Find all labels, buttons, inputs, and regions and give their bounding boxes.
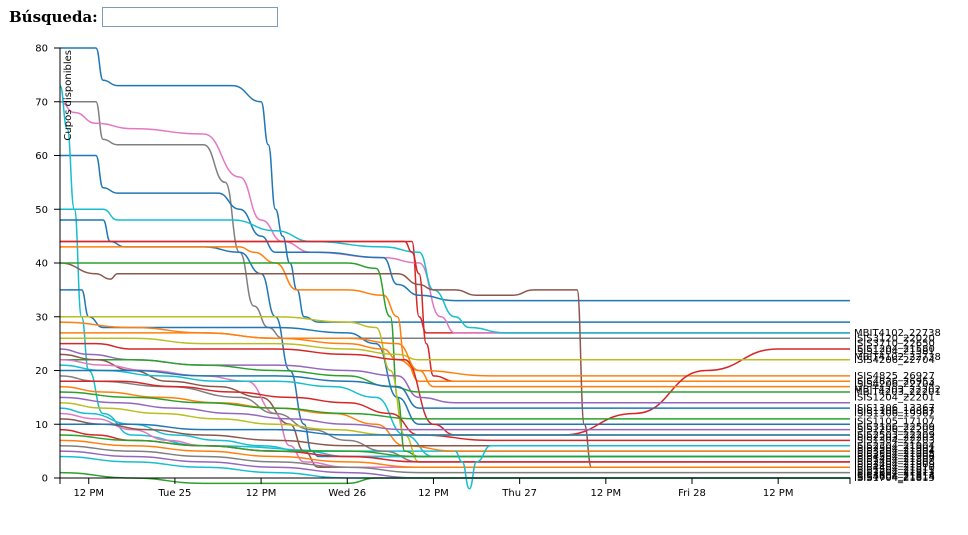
series-end-label: ISIS3120_22020: [854, 333, 935, 344]
series-line-25[interactable]: [59, 391, 850, 420]
series-line-41[interactable]: [60, 332, 850, 388]
series-end-label: ISIS1304_22203: [854, 435, 935, 446]
x-tick-label: Thu 27: [501, 488, 537, 499]
series-end-label: ISIS1204_22201: [854, 392, 935, 403]
series-end-label: ISIS1504_21811: [854, 465, 935, 476]
series-line-23[interactable]: [60, 380, 850, 442]
series-line-0[interactable]: [59, 240, 850, 334]
series-end-label: ISIS2503_22209: [854, 430, 935, 441]
series-line-1[interactable]: [60, 47, 850, 323]
y-axis: 0 10 20 30 40 50 60 70 80: [35, 44, 61, 485]
series-line-15[interactable]: [60, 342, 850, 436]
y-tick-label: 50: [35, 205, 48, 216]
x-tick-label: Tue 25: [157, 488, 191, 499]
series-line-35[interactable]: [59, 445, 850, 474]
series-end-label: ISIS2304_21904: [854, 441, 935, 452]
series-layer: [59, 47, 850, 490]
series-line-33[interactable]: [59, 434, 850, 458]
series-line-4[interactable]: [60, 154, 850, 302]
series-line-17[interactable]: [60, 359, 850, 393]
series-labels: MBIT4102_22738ISIS3120_22020ISIS3710_226…: [854, 328, 941, 484]
series-end-label: ISIS3106_22509: [854, 422, 935, 433]
search-input[interactable]: [101, 7, 278, 27]
x-axis: 12 PM Tue 25 12 PM Wed 26 12 PM Thu 27 12 PM Fr…: [59, 477, 851, 499]
x-tick-label: 12 PM: [73, 488, 104, 499]
series-end-label: ISIS1106_16867: [854, 406, 935, 417]
series-line-9[interactable]: [60, 246, 850, 383]
y-tick-label: 30: [35, 312, 48, 323]
y-tick-label: 20: [35, 366, 48, 377]
series-end-label: ISIS4404_21810: [854, 462, 935, 473]
series-end-label: ISIS4825_26927: [854, 371, 935, 382]
x-tick-label: 12 PM: [763, 488, 794, 499]
x-tick-label: 12 PM: [418, 488, 449, 499]
x-tick-label: 12 PM: [591, 488, 622, 499]
series-line-12[interactable]: [60, 289, 850, 426]
series-end-label: ISIS4206_22704: [854, 355, 935, 366]
y-tick-label: 70: [35, 97, 48, 108]
series-end-label: ISIS2604_21812: [854, 468, 935, 479]
series-end-label: ISIS4826_26953: [854, 376, 935, 387]
series-end-label: ISIS1206_22209: [854, 425, 935, 436]
series-line-5[interactable]: [59, 84, 850, 452]
series-end-label: ISIS3404_21809: [854, 460, 935, 471]
series-end-label: ISIS2203_22203: [854, 433, 935, 444]
plot-area: 0 10 20 30 40 50 60 70 80 12 PM Tue 25 12 PM Wed 26…: [35, 44, 941, 500]
series-end-label: ISIS1204_21580: [854, 344, 935, 355]
series-line-34[interactable]: [59, 439, 850, 469]
series-line-14[interactable]: [59, 321, 850, 377]
series-end-label: ISIS4604_21814: [854, 472, 935, 483]
y-axis-label: Cupos disponibles: [63, 50, 74, 141]
line-chart: 0 10 20 30 40 50 60 70 80 12 PM Tue 25 12 PM Wed 26…: [35, 44, 941, 500]
series-end-label: ISIS4206_22704: [854, 379, 935, 390]
x-tick-label: Wed 26: [328, 488, 366, 499]
series-end-label: ISIS1306_19962: [854, 409, 935, 420]
series-end-label: ISIS3710_22650: [854, 339, 935, 350]
series-end-label: ISIS2504_21901: [854, 443, 935, 454]
series-line-2[interactable]: [60, 101, 850, 340]
y-tick-label: 60: [35, 151, 48, 162]
series-end-label: MBIT4203_22202: [854, 384, 941, 395]
series-end-label: ISIS3504_21905: [854, 449, 935, 460]
series-end-label: MBIT4203_22201: [854, 387, 941, 398]
series-end-label: ISIS4504_21906: [854, 452, 935, 463]
y-tick-label: 0: [42, 474, 48, 485]
series-line-31[interactable]: [60, 423, 850, 436]
series-line-26[interactable]: [59, 396, 850, 431]
series-end-label: ISIS1306_13367: [854, 403, 935, 414]
search-label: Búsqueda:: [9, 8, 98, 26]
y-tick-label: 10: [35, 420, 48, 431]
series-end-label: ISIS3604_21813: [854, 470, 935, 481]
series-end-label: ISIS1704_21815: [854, 473, 935, 484]
series-end-label: ISIS1204_21581: [854, 347, 935, 358]
y-tick-label: 80: [35, 44, 48, 55]
series-line-40[interactable]: [60, 337, 850, 361]
search-bar: Búsqueda:: [9, 7, 278, 27]
series-end-label: MBIT4102_22738: [854, 352, 941, 363]
series-line-39[interactable]: [454, 444, 850, 490]
y-tick-label: 40: [35, 259, 48, 270]
series-end-label: ISIS1404_21807: [854, 454, 935, 465]
series-end-label: MBIT4102_22738: [854, 328, 941, 339]
series-line-6[interactable]: [60, 208, 850, 334]
x-tick-label: Fri 28: [678, 488, 706, 499]
series-line-21[interactable]: [60, 369, 850, 409]
x-axis-line: [59, 477, 851, 484]
series-end-label: ISIS3304_21904: [854, 446, 935, 457]
series-end-label: ISIS1105_17107: [854, 417, 935, 428]
series-end-label: ISIS2404_21808: [854, 457, 935, 468]
x-tick-label: 12 PM: [246, 488, 277, 499]
series-line-3[interactable]: [59, 101, 850, 334]
